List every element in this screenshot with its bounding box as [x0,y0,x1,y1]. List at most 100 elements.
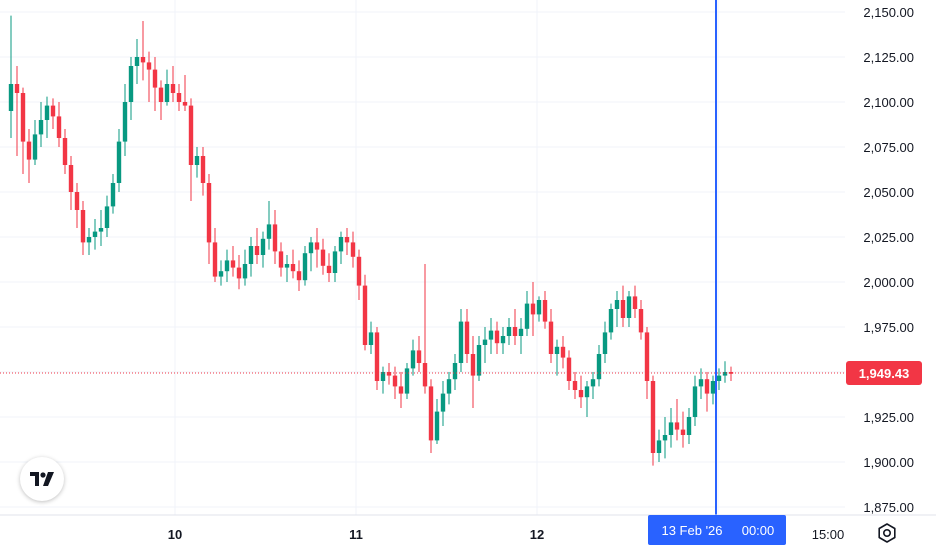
candle-down [512,309,518,345]
candle-down [326,253,332,282]
candle-body [314,242,320,250]
candle-down [236,255,242,290]
candle-body [368,332,374,345]
candle-body [512,327,518,336]
candle-body [212,242,218,277]
candle-body [506,327,512,336]
candle-body [218,271,224,277]
candle-body [344,237,350,243]
candle-body [572,381,578,390]
tradingview-logo-icon[interactable] [20,457,64,501]
candle-body [554,346,560,354]
time-axis[interactable]: 10 11 12 15:00 [168,527,845,542]
candle-body [590,379,596,387]
candle-down [350,231,356,268]
candle-down [386,363,392,385]
candle-body [656,440,662,453]
candle-up [224,249,230,282]
candle-up [662,417,668,459]
gear-icon[interactable] [876,522,898,544]
candle-up [488,318,494,354]
candle-down [254,228,260,264]
candle-down [530,282,536,336]
candle-body [194,156,200,165]
candle-up [698,368,704,399]
candle-body [650,381,656,453]
candle-body [338,237,344,252]
candle-up [500,327,506,354]
candle-up [248,237,254,277]
candle-up [590,372,596,399]
candle-up [242,249,248,286]
candle-up [86,228,92,255]
candle-body [230,260,236,268]
candle-down [620,285,626,327]
candle-body [398,386,404,394]
candle-body [470,354,476,376]
candle-body [476,345,482,376]
candle-body [380,372,386,381]
candle-body [710,381,716,394]
candle-body [26,141,32,160]
candle-up [134,39,140,84]
candle-up [614,291,620,327]
candle-body [158,87,164,102]
candle-up [92,219,98,250]
crosshair-time-tag: 13 Feb '26 00:00 [648,515,786,545]
candle-up [626,291,632,327]
candle-body [188,105,194,165]
candle-up [692,375,698,426]
candle-up [458,309,464,372]
candle-body [164,84,170,102]
candle-body [728,372,734,374]
candle-down [650,375,656,466]
candle-body [68,165,74,192]
candle-body [410,350,416,369]
candle-body [92,231,98,237]
time-tick-label: 15:00 [812,527,845,542]
candle-body [170,84,176,93]
candle-down [494,321,500,354]
time-tick-label: 12 [530,527,544,542]
candle-body [494,330,500,344]
candle-up [440,381,446,426]
candle-up [608,303,614,340]
candle-up [308,237,314,272]
candle-body [458,321,464,363]
candle-up [128,57,134,120]
candle-body [8,84,14,111]
candle-down [680,411,686,448]
candlestick-series [8,15,734,466]
candle-body [326,265,332,273]
candle-body [362,285,368,345]
candle-body [704,379,710,394]
candle-body [56,116,62,138]
candle-body [404,368,410,394]
tradingview-logo-glyph [30,472,54,486]
candle-up [716,368,722,390]
price-tick-label: 1,925.00 [863,410,914,425]
candle-body [482,339,488,345]
candle-down [206,174,212,264]
candle-down [362,274,368,351]
candle-body [680,429,686,435]
candle-down [278,242,284,277]
candle-down [356,249,362,300]
candle-body [566,357,572,381]
price-tick-label: 2,100.00 [863,95,914,110]
crosshair-date-label: 13 Feb '26 [661,523,722,538]
candle-down [674,399,680,441]
candle-down [566,350,572,390]
candle-down [344,228,350,255]
candle-up [218,260,224,286]
candle-up [104,195,110,237]
candle-body [74,192,80,210]
price-axis[interactable]: 2,150.00 2,125.00 2,100.00 2,075.00 2,050.00… [863,5,914,515]
candle-up [722,361,728,383]
candle-body [350,242,356,257]
candle-down [140,21,146,81]
candle-up [656,429,662,462]
candle-up [338,231,344,264]
candle-down [200,147,206,196]
